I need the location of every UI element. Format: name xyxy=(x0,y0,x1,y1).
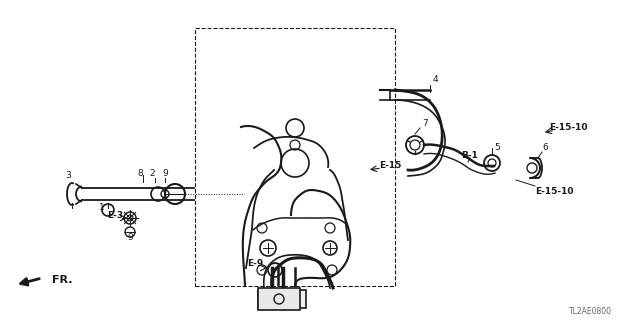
Text: 8: 8 xyxy=(137,169,143,178)
Text: B-1: B-1 xyxy=(461,150,479,159)
Bar xyxy=(258,290,306,308)
Text: E-15-10: E-15-10 xyxy=(535,188,573,196)
Bar xyxy=(195,28,395,286)
Text: FR.: FR. xyxy=(52,275,72,285)
Bar xyxy=(258,288,300,310)
Text: E-3: E-3 xyxy=(107,211,123,220)
Text: E-9: E-9 xyxy=(247,260,263,268)
Text: 2: 2 xyxy=(149,169,155,178)
Text: E-15: E-15 xyxy=(379,162,401,171)
Text: 5: 5 xyxy=(494,142,500,151)
Text: 9: 9 xyxy=(127,234,133,243)
Text: TL2AE0800: TL2AE0800 xyxy=(568,307,611,316)
Text: 4: 4 xyxy=(432,76,438,84)
Text: 9: 9 xyxy=(162,169,168,178)
Text: E-15-10: E-15-10 xyxy=(548,124,588,132)
Text: 3: 3 xyxy=(65,171,71,180)
Text: 7: 7 xyxy=(422,118,428,127)
Text: 1: 1 xyxy=(99,204,105,212)
Text: 6: 6 xyxy=(542,143,548,153)
